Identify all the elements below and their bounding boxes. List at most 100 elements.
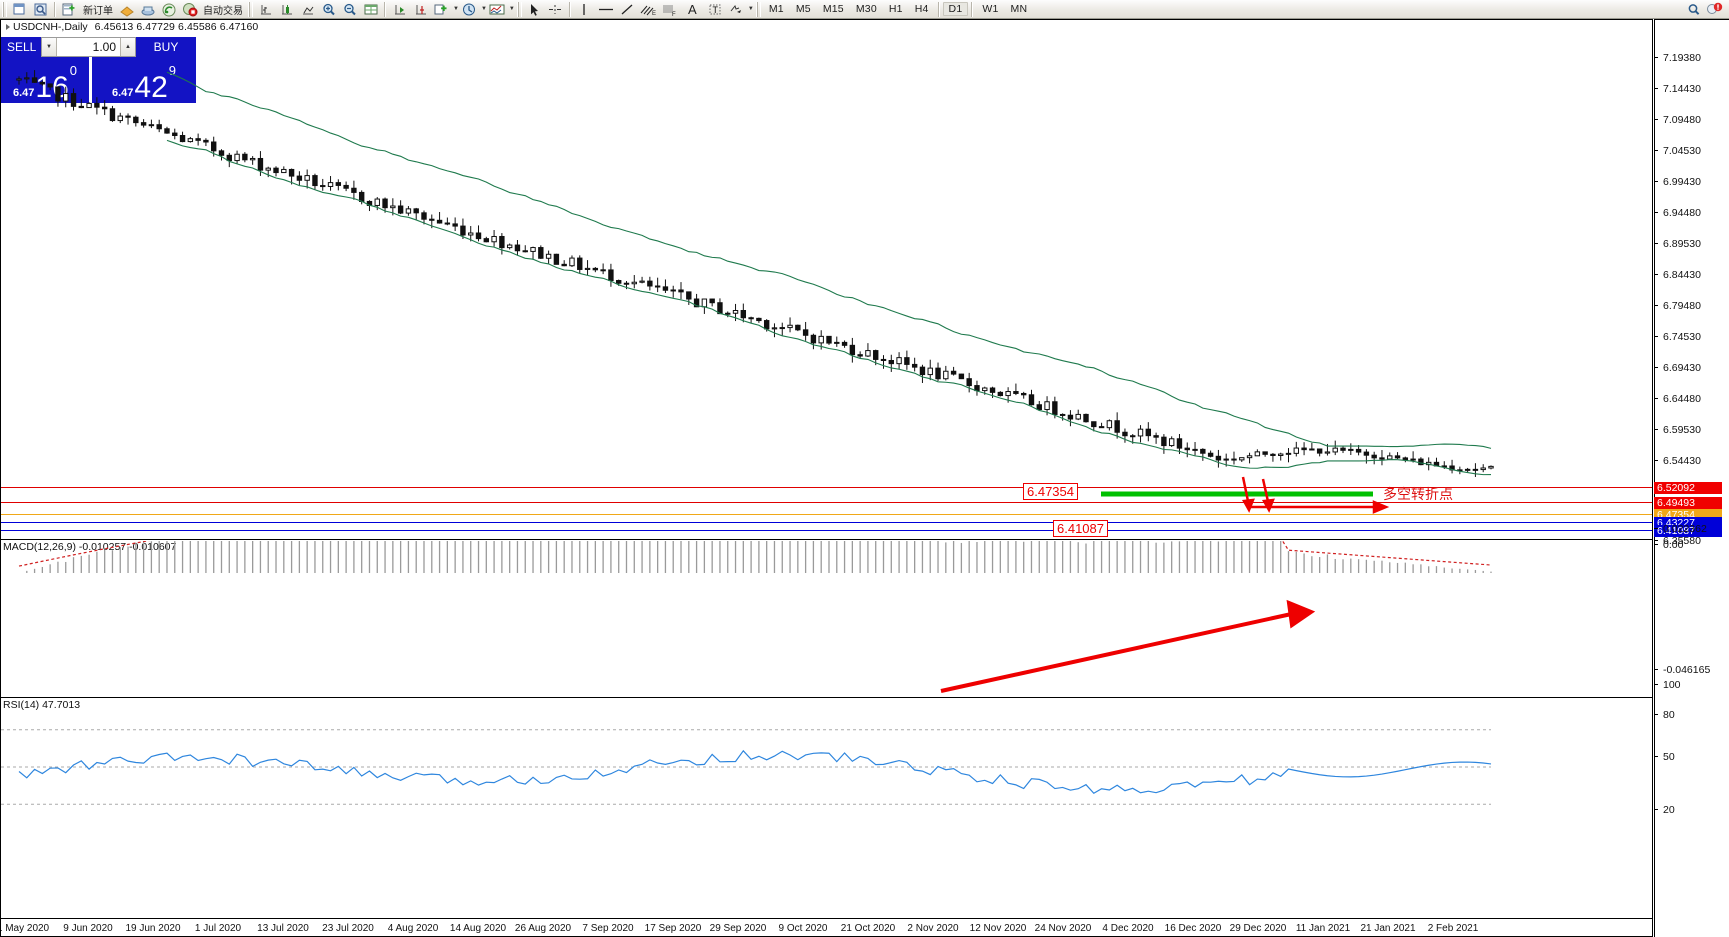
text-label-icon[interactable]: T — [705, 0, 726, 18]
timeframe-m15[interactable]: M15 — [822, 3, 844, 15]
history-icon[interactable] — [137, 0, 158, 18]
price-axis[interactable]: 7.19380 7.14430 7.09480 7.04530 6.99430 6.944… — [1654, 19, 1729, 937]
vertical-line-icon[interactable] — [574, 0, 595, 18]
new-window-icon[interactable] — [9, 0, 30, 18]
timeframe-m5[interactable]: M5 — [795, 3, 811, 15]
fibonacci-icon[interactable]: F — [659, 0, 680, 18]
buy-price-display[interactable]: 6.47 42 9 — [92, 57, 196, 103]
search-icon[interactable] — [30, 0, 51, 18]
text-tool-button[interactable]: A — [688, 1, 697, 17]
notification-icon[interactable] — [1704, 0, 1725, 18]
add-indicator-icon[interactable] — [431, 0, 452, 18]
svg-text:T: T — [713, 5, 719, 15]
data-window-icon[interactable] — [360, 0, 381, 18]
price-tick: 6.74530 — [1654, 331, 1729, 343]
timeframe-d1[interactable]: D1 — [942, 2, 969, 16]
bollinger-lower-band — [166, 139, 1492, 476]
date-label: 29 Sep 2020 — [709, 923, 767, 934]
date-label: 21 Jan 2021 — [1360, 923, 1416, 934]
toolbar-separator-4 — [568, 1, 571, 17]
timeframe-group[interactable]: M1 M5 M15 M30 H1 H4 D1 W1 MN — [763, 1, 1033, 17]
chevron-down-icon-4[interactable]: ▼ — [747, 6, 754, 12]
horizontal-line-icon[interactable] — [595, 0, 617, 18]
candlestick-chart-icon[interactable] — [276, 0, 297, 18]
cursor-icon[interactable] — [524, 0, 545, 18]
timeframe-h4[interactable]: H4 — [914, 3, 929, 15]
date-label: 2 Feb 2021 — [1427, 923, 1479, 934]
timeframe-w1[interactable]: W1 — [982, 3, 999, 15]
sell-button[interactable]: SELL — [1, 37, 41, 57]
date-label: 19 Jun 2020 — [125, 923, 181, 934]
signal-icon[interactable] — [158, 0, 179, 18]
price-chart-canvas[interactable] — [1, 34, 1653, 514]
timeframe-m30[interactable]: M30 — [855, 3, 877, 15]
resistance-line-2[interactable] — [1, 502, 1652, 503]
templates-icon[interactable] — [487, 0, 508, 18]
new-order-icon[interactable] — [59, 0, 80, 18]
toolbar-separator — [54, 1, 56, 17]
trendline-icon[interactable] — [617, 0, 638, 18]
macd-signal-line — [18, 541, 1492, 567]
pivot-line[interactable] — [1, 514, 1652, 515]
buy-button[interactable]: BUY — [136, 37, 196, 57]
autotrading-button[interactable]: 自动交易 — [203, 5, 243, 17]
date-label: 29 Dec 2020 — [1229, 923, 1287, 934]
autotrading-icon[interactable] — [179, 0, 200, 18]
timeframe-h1[interactable]: H1 — [888, 3, 903, 15]
equidistant-channel-icon[interactable]: E — [638, 0, 659, 18]
toolbar-grip-4[interactable] — [755, 1, 761, 17]
price-level-chip[interactable]: 6.52092 — [1654, 482, 1722, 494]
zoom-out-icon[interactable] — [339, 0, 360, 18]
date-axis[interactable]: 1 May 2020 9 Jun 2020 19 Jun 2020 1 Jul 202… — [1, 918, 1652, 936]
volume-decrease-icon[interactable]: ▼ — [42, 38, 57, 56]
macd-tick: -0.046165 — [1654, 664, 1729, 676]
price-tick: 6.54430 — [1654, 455, 1729, 467]
chevron-down-icon[interactable]: ▼ — [453, 6, 459, 12]
date-label: 12 Nov 2020 — [969, 923, 1027, 934]
collapse-triangle-icon[interactable] — [6, 24, 10, 30]
macd-tick: 0.022362 — [1654, 523, 1729, 535]
chevron-down-icon-2[interactable]: ▼ — [480, 6, 487, 12]
support-line-2[interactable] — [1, 530, 1652, 531]
svg-text:E: E — [652, 11, 656, 17]
rsi-pane-divider — [1, 697, 1652, 698]
price-level-chip[interactable]: 6.41087 — [1654, 525, 1722, 537]
annotation-price-lower[interactable]: 6.41087 — [1053, 520, 1108, 537]
chevron-down-icon-3[interactable]: ▼ — [508, 6, 515, 12]
toolbar-grip-2[interactable] — [248, 1, 253, 17]
chart-area[interactable]: USDCNH-,Daily 6.45613 6.47729 6.45586 6.… — [0, 19, 1653, 937]
period-icon[interactable] — [459, 0, 480, 18]
date-label: 2 Nov 2020 — [907, 923, 959, 934]
chart-shift-icon[interactable] — [410, 0, 431, 18]
date-label: 16 Dec 2020 — [1164, 923, 1222, 934]
toolbar-grip[interactable] — [2, 1, 7, 17]
arrows-icon[interactable] — [726, 0, 747, 18]
timeframe-m1[interactable]: M1 — [768, 3, 784, 15]
rsi-chart-canvas[interactable] — [1, 699, 1653, 839]
one-click-trading-panel[interactable]: SELL ▼ 1.00 ▲ BUY 6.47 16 0 6.47 42 9 — [1, 37, 196, 103]
main-toolbar[interactable]: 新订单 自动交易 ▼ ▼ ▼ — [0, 0, 1729, 19]
rsi-label: RSI(14) 47.7013 — [3, 699, 81, 711]
search-magnifier-icon[interactable] — [1683, 0, 1704, 18]
rsi-tick: 80 — [1654, 709, 1729, 721]
auto-scroll-icon[interactable] — [389, 0, 410, 18]
resistance-line-1[interactable] — [1, 487, 1652, 488]
support-line-1[interactable] — [1, 522, 1652, 523]
bar-chart-icon[interactable] — [255, 0, 276, 18]
price-level-chip[interactable]: 6.49493 — [1654, 497, 1722, 509]
toolbar-grip-3[interactable] — [516, 1, 522, 17]
volume-increase-icon[interactable]: ▲ — [120, 38, 135, 56]
macd-chart-canvas[interactable] — [1, 541, 1653, 696]
crosshair-icon[interactable] — [545, 0, 566, 18]
volume-stepper[interactable]: ▼ 1.00 ▲ — [41, 37, 136, 57]
volume-value[interactable]: 1.00 — [92, 40, 116, 54]
rsi-tick: 100 — [1654, 679, 1729, 691]
macd-pane-divider — [1, 539, 1652, 540]
book-icon[interactable] — [116, 0, 137, 18]
new-order-button[interactable]: 新订单 — [83, 5, 113, 17]
timeframe-mn[interactable]: MN — [1010, 3, 1028, 15]
zoom-in-icon[interactable] — [318, 0, 339, 18]
line-chart-icon[interactable] — [297, 0, 318, 18]
macd-histogram — [26, 541, 1492, 573]
annotation-price-upper[interactable]: 6.47354 — [1023, 483, 1078, 500]
